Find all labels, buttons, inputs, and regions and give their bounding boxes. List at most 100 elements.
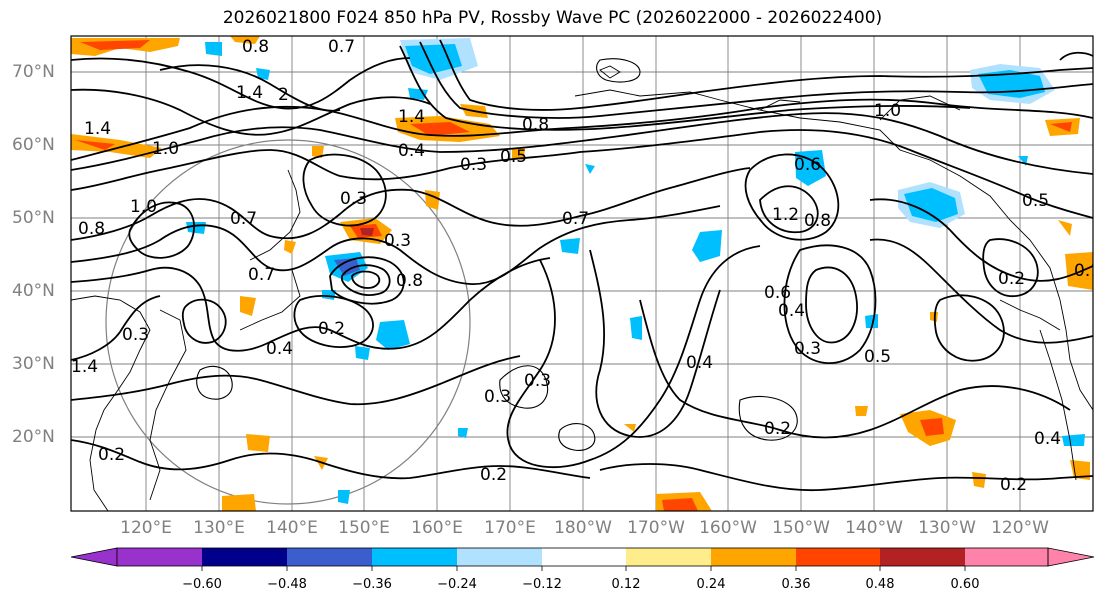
colorbar-over-arrow	[1047, 547, 1095, 567]
colorbar-tick: −0.12	[522, 577, 562, 592]
lat-label-50n: 50°N	[12, 208, 55, 228]
neg-patch	[334, 258, 360, 276]
colorbar-segment-5	[457, 548, 542, 566]
lon-label-120e: 120°E	[120, 518, 172, 538]
contour-label: 0.8	[242, 37, 269, 57]
neg-patch	[795, 150, 826, 186]
contour-line	[869, 238, 1093, 344]
contour-closed	[196, 365, 233, 400]
pos-patch	[1058, 220, 1072, 236]
pos-patch	[240, 296, 256, 316]
contour-label: 0.3	[122, 325, 149, 345]
contour-label: 0.4	[686, 353, 713, 373]
coastlines	[71, 65, 1093, 511]
colorbar	[70, 547, 1095, 571]
coast-mexico	[1039, 329, 1077, 481]
neg-patch	[692, 230, 722, 262]
colorbar-outline	[116, 547, 1049, 567]
contour-label: 1.2	[772, 205, 799, 225]
pos-patch	[855, 406, 868, 416]
contour-line	[71, 57, 411, 110]
neg-patch	[322, 290, 336, 300]
neg-patch	[585, 164, 595, 174]
contour-label: 1.0	[152, 139, 179, 159]
pos-patch	[360, 228, 374, 236]
contour-closed	[982, 238, 1039, 297]
contour-label: 0.8	[78, 219, 105, 239]
contour-label: 0.8	[522, 115, 549, 135]
colorbar-tick: −0.36	[352, 577, 392, 592]
contour-label: 0.5	[864, 347, 891, 367]
contour-line	[71, 112, 1093, 175]
contour-label: 0.3	[524, 371, 551, 391]
neg-patch	[458, 428, 468, 438]
lon-label-160e: 160°E	[411, 518, 463, 538]
pos-patch	[71, 134, 162, 158]
map-content: 0.8 0.7 1.4 2 1.4 1.0 1.4 0.4 0.3 0.5 0.…	[71, 36, 1101, 511]
neg-patch	[408, 88, 428, 100]
contour-closed	[128, 201, 195, 259]
lon-label-170w: 170°W	[627, 518, 685, 538]
colorbar-segment-2	[202, 548, 287, 566]
contour-closed	[596, 58, 641, 83]
contour-closed	[783, 244, 877, 364]
contour-closed	[558, 423, 596, 451]
contour-label: 0.1	[1074, 261, 1101, 281]
colorbar-segment-1	[117, 548, 202, 566]
colorbar-tick: 0.60	[950, 577, 980, 592]
coast-asia	[71, 295, 151, 511]
contour-label: 2	[278, 85, 289, 105]
contour-label: 0.8	[396, 271, 423, 291]
neg-patch	[560, 238, 580, 254]
neg-patch	[405, 44, 462, 74]
neg-patch	[338, 490, 350, 504]
contour-label: 1.4	[84, 119, 111, 139]
neg-patch	[1062, 434, 1085, 446]
pv-contours	[71, 39, 1093, 492]
neg-patch	[205, 42, 222, 56]
contour-label: 0.2	[318, 319, 345, 339]
contour-label: 0.6	[794, 155, 821, 175]
pos-patch	[662, 498, 698, 511]
contour-label: 0.3	[340, 189, 367, 209]
colorbar-under-arrow	[70, 547, 118, 567]
lon-label-130w: 130°W	[918, 518, 976, 538]
coast-japan-2	[239, 269, 301, 331]
colorbar-segment-9	[796, 548, 880, 566]
colorbar-segment-7	[626, 548, 711, 566]
contour-label: 1.4	[398, 107, 425, 127]
contour-closed	[738, 395, 798, 441]
colorbar-tick: −0.24	[437, 577, 477, 592]
contour-label: 0.4	[398, 141, 425, 161]
contour-label: 0.5	[500, 147, 527, 167]
colorbar-segment-6	[542, 548, 626, 566]
coast-alaska	[879, 95, 961, 121]
island	[599, 65, 621, 79]
neg-patch	[355, 346, 370, 360]
contour-line	[71, 205, 721, 285]
contour-label: 0.6	[764, 283, 791, 303]
contour-line	[869, 198, 1093, 282]
contour-label: 0.7	[248, 265, 275, 285]
colorbar-tick: 0.48	[865, 577, 895, 592]
coast-japan	[249, 169, 301, 261]
contour-line	[419, 41, 1093, 119]
pos-patch	[1050, 122, 1072, 132]
colorbar-segment-10	[880, 548, 965, 566]
contour-labels: 0.8 0.7 1.4 2 1.4 1.0 1.4 0.4 0.3 0.5 0.…	[71, 37, 1101, 495]
contour-label: 1.0	[874, 101, 901, 121]
neg-patch	[256, 68, 270, 80]
contour-label: 0.3	[484, 387, 511, 407]
lon-label-180w: 180°W	[554, 518, 612, 538]
map-border	[70, 35, 1094, 512]
lat-label-20n: 20°N	[12, 427, 55, 447]
contour-label: 0.3	[384, 231, 411, 251]
contour-label: 0.4	[1034, 429, 1061, 449]
pos-patch	[512, 148, 525, 160]
coast-north-america	[574, 89, 1093, 411]
contour-line	[71, 439, 591, 480]
contour-label: 0.2	[98, 445, 125, 465]
lon-label-140e: 140°E	[266, 518, 318, 538]
neg-patch	[630, 316, 642, 340]
